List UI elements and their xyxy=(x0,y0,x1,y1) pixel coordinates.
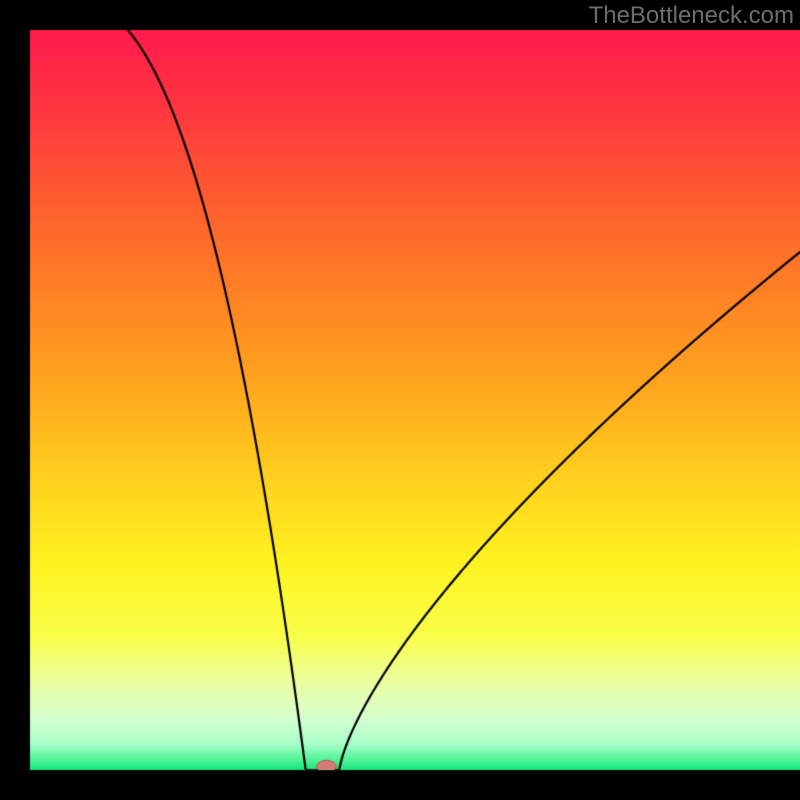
chart-stage: TheBottleneck.com xyxy=(0,0,800,800)
watermark-text: TheBottleneck.com xyxy=(589,2,794,30)
bottleneck-curve xyxy=(0,0,800,800)
